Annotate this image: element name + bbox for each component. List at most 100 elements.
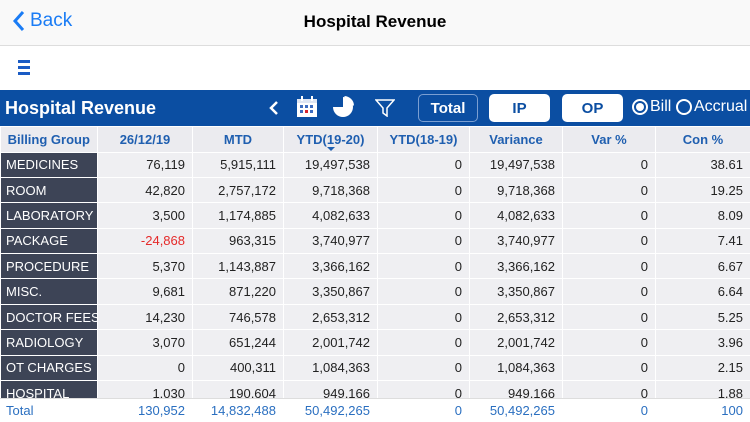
total-value: 0 xyxy=(454,403,462,418)
revenue-table: Billing Group 26/12/19 MTD YTD(19-20) YTD(18… xyxy=(0,127,750,398)
value-cell: 0 xyxy=(377,202,470,229)
billing-group-cell: HOSPITAL xyxy=(0,380,98,398)
total-value: 100 xyxy=(721,403,743,418)
value-cell: 0 xyxy=(562,253,656,280)
value-cell: 7.41 xyxy=(655,227,750,255)
value-cell: 0 xyxy=(97,354,193,382)
total-value: 0 xyxy=(640,403,648,418)
value-cell: 0 xyxy=(562,380,656,398)
value-cell: 9,681 xyxy=(97,278,193,305)
billing-group-cell: MISC. xyxy=(0,278,98,305)
value-cell: 3,366,162 xyxy=(283,253,378,280)
total-value: 50,492,265 xyxy=(304,403,370,418)
page-title: Hospital Revenue xyxy=(303,12,447,31)
value-cell: 0 xyxy=(562,176,656,204)
total-row: Total 130,952 14,832,488 50,492,265 0 50,492,… xyxy=(0,398,750,422)
value-cell: 651,244 xyxy=(192,329,284,356)
total-value: 50,492,265 xyxy=(489,403,555,418)
value-cell: 2,653,312 xyxy=(469,303,563,331)
back-button[interactable]: Back xyxy=(12,10,72,32)
value-cell: 3,350,867 xyxy=(469,278,563,305)
value-cell: 746,578 xyxy=(192,303,284,331)
column-header[interactable]: Variance xyxy=(469,127,563,152)
value-cell: 5,915,111 xyxy=(192,151,284,178)
calendar-icon[interactable] xyxy=(296,96,318,118)
table-row[interactable]: PROCEDURE 5,370 1,143,887 3,366,162 0 3,366,1… xyxy=(0,253,750,280)
filter-icon[interactable] xyxy=(375,99,395,117)
total-button[interactable]: Total xyxy=(418,94,478,122)
value-cell: -24,868 xyxy=(97,227,193,255)
billing-group-cell: OT CHARGES xyxy=(0,354,98,382)
value-cell: 3,740,977 xyxy=(469,227,563,255)
value-cell: 5,370 xyxy=(97,253,193,280)
value-cell: 2,757,172 xyxy=(192,176,284,204)
sort-desc-icon xyxy=(326,146,335,151)
navigation-bar: Back Hospital Revenue xyxy=(0,0,750,46)
value-cell: 38.61 xyxy=(655,151,750,178)
table-row[interactable]: MEDICINES 76,119 5,915,111 19,497,538 0 19,49… xyxy=(0,151,750,178)
column-header[interactable]: 26/12/19 xyxy=(97,127,193,152)
value-cell: 3,500 xyxy=(97,202,193,229)
value-cell: 1,084,363 xyxy=(283,354,378,382)
billing-group-cell: MEDICINES xyxy=(0,151,98,178)
radio-unselected-icon xyxy=(676,99,692,115)
ip-button[interactable]: IP xyxy=(489,94,550,122)
value-cell: 3.96 xyxy=(655,329,750,356)
table-row[interactable]: HOSPITAL 1,030 190,604 949,166 0 949,166 0 1.88 xyxy=(0,380,750,398)
total-value: 14,832,488 xyxy=(210,403,276,418)
op-button[interactable]: OP xyxy=(562,94,623,122)
value-cell: 14,230 xyxy=(97,303,193,331)
column-header[interactable]: YTD(19-20) xyxy=(283,127,378,152)
value-cell: 0 xyxy=(377,253,470,280)
column-header[interactable]: Billing Group xyxy=(0,127,98,152)
value-cell: 871,220 xyxy=(192,278,284,305)
column-header[interactable]: YTD(18-19) xyxy=(377,127,470,152)
value-cell: 3,740,977 xyxy=(283,227,378,255)
table-row[interactable]: RADIOLOGY 3,070 651,244 2,001,742 0 2,001,742… xyxy=(0,329,750,356)
value-cell: 1,084,363 xyxy=(469,354,563,382)
table-row[interactable]: OT CHARGES 0 400,311 1,084,363 0 1,084,363 0 2.… xyxy=(0,354,750,382)
value-cell: 4,082,633 xyxy=(283,202,378,229)
value-cell: 0 xyxy=(377,151,470,178)
report-title: Hospital Revenue xyxy=(5,98,157,118)
value-cell: 2,001,742 xyxy=(469,329,563,356)
column-header[interactable]: MTD xyxy=(192,127,284,152)
billing-group-cell: ROOM xyxy=(0,176,98,204)
table-row[interactable]: PACKAGE -24,868 963,315 3,740,977 0 3,740,977… xyxy=(0,227,750,255)
value-cell: 9,718,368 xyxy=(469,176,563,204)
value-cell: 1.88 xyxy=(655,380,750,398)
value-cell: 0 xyxy=(562,278,656,305)
value-cell: 5.25 xyxy=(655,303,750,331)
value-cell: 19.25 xyxy=(655,176,750,204)
value-cell: 0 xyxy=(377,278,470,305)
value-cell: 3,366,162 xyxy=(469,253,563,280)
table-row[interactable]: LABORATORY 3,500 1,174,885 4,082,633 0 4,082,… xyxy=(0,202,750,229)
accrual-radio[interactable]: Accrual xyxy=(676,98,747,116)
table-row[interactable]: ROOM 42,820 2,757,172 9,718,368 0 9,718,368 0 1… xyxy=(0,176,750,204)
value-cell: 0 xyxy=(562,151,656,178)
report-toolbar: Hospital Revenue Total IP OP Bill Accrua… xyxy=(0,90,750,126)
table-row[interactable]: MISC. 9,681 871,220 3,350,867 0 3,350,867 0 6.6… xyxy=(0,278,750,305)
value-cell: 2,653,312 xyxy=(283,303,378,331)
value-cell: 42,820 xyxy=(97,176,193,204)
chevron-left-icon[interactable] xyxy=(268,100,280,116)
value-cell: 76,119 xyxy=(97,151,193,178)
value-cell: 0 xyxy=(562,202,656,229)
billing-group-cell: DOCTOR FEES xyxy=(0,303,98,331)
value-cell: 1,174,885 xyxy=(192,202,284,229)
column-header[interactable]: Var % xyxy=(562,127,656,152)
value-cell: 3,070 xyxy=(97,329,193,356)
value-cell: 949,166 xyxy=(283,380,378,398)
total-label: Total xyxy=(6,403,34,418)
value-cell: 9,718,368 xyxy=(283,176,378,204)
menu-icon[interactable] xyxy=(18,60,30,78)
bill-radio[interactable]: Bill xyxy=(632,98,671,116)
pie-chart-icon[interactable] xyxy=(332,96,354,118)
value-cell: 19,497,538 xyxy=(469,151,563,178)
value-cell: 400,311 xyxy=(192,354,284,382)
billing-group-cell: PACKAGE xyxy=(0,227,98,255)
value-cell: 0 xyxy=(377,329,470,356)
column-header[interactable]: Con % xyxy=(655,127,750,152)
value-cell: 190,604 xyxy=(192,380,284,398)
table-row[interactable]: DOCTOR FEES 14,230 746,578 2,653,312 0 2,653,… xyxy=(0,303,750,331)
